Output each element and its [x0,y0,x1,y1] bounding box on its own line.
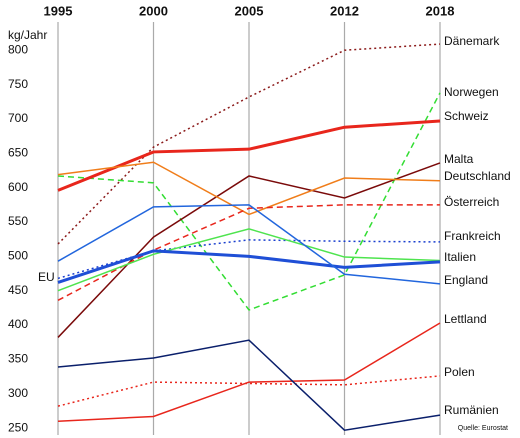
line [57,162,441,338]
line [57,161,441,216]
line [57,204,441,285]
line [57,322,441,423]
y-tick-label: 700 [8,111,28,125]
line [57,339,441,431]
y-tick-label: 800 [8,42,28,56]
y-tick-label: 500 [8,249,28,263]
x-tick-label: 2005 [235,3,264,18]
legend-label: Italien [444,250,476,264]
y-tick-label: 550 [8,214,28,228]
y-tick-label: 250 [8,420,28,434]
legend-label: Lettland [444,312,487,326]
legend-label: Schweiz [444,109,489,123]
source: Quelle: Eurostat [458,425,508,432]
x-tick-label: 2012 [330,3,359,18]
line [57,119,441,192]
x-tick-label: 2000 [139,3,168,18]
y-tick-label: 400 [8,317,28,331]
legend-label: Frankreich [444,229,501,243]
legend-label: Polen [444,365,475,379]
legend-label: Österreich [444,195,499,209]
legend-label: Norwegen [444,85,499,99]
legend-label: Rumänien [444,403,499,417]
line [57,249,441,284]
legend-label: Malta [444,152,474,166]
line [57,92,441,311]
line [57,43,441,245]
y-tick-label: 600 [8,180,28,194]
legend-label: Dänemark [444,34,500,48]
y-tick-label: 650 [8,145,28,159]
x-tick-label: 2018 [426,3,455,18]
legend-label: EU [38,270,55,284]
y-tick-label: 750 [8,77,28,91]
x-tick-label: 1995 [44,3,73,18]
y-axis-label: kg/Jahr [8,28,47,42]
legend-label: Deutschland [444,169,511,183]
y-tick-label: 300 [8,386,28,400]
y-tick-label: 350 [8,352,28,366]
legend-label: England [444,273,488,287]
y-tick-label: 450 [8,283,28,297]
line [57,375,441,407]
line [57,228,441,292]
